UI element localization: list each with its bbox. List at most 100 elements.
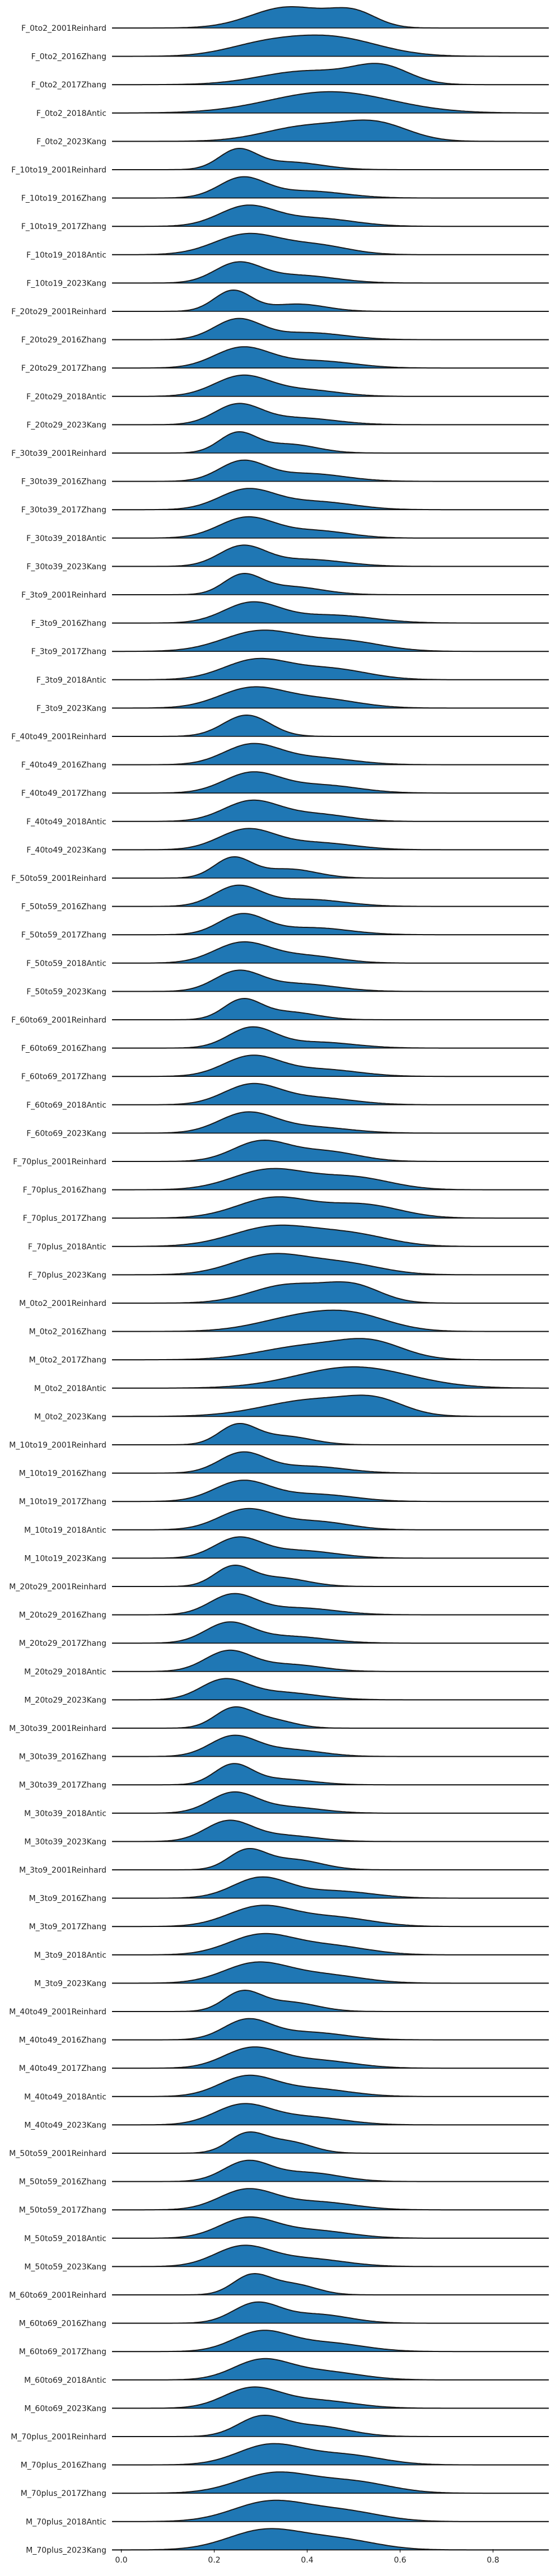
row-label: F_20to29_2016Zhang	[21, 336, 106, 345]
ridge-area	[112, 1338, 549, 1360]
ridge-row: M_20to29_2018Antic	[24, 1649, 549, 1677]
ridge-line	[112, 1649, 549, 1672]
row-label: F_10to19_2017Zhang	[21, 222, 106, 231]
ridge-row: M_20to29_2001Reinhard	[9, 1564, 549, 1592]
row-label: M_20to29_2023Kang	[24, 1696, 106, 1705]
ridge-row: M_70plus_2023Kang	[26, 2528, 549, 2555]
ridge-row: M_70plus_2016Zhang	[21, 2443, 549, 2470]
row-label: F_70plus_2017Zhang	[23, 1214, 106, 1223]
row-label: M_10to19_2018Antic	[24, 1526, 106, 1535]
row-label: M_70plus_2017Zhang	[21, 2489, 106, 2498]
row-label: F_3to9_2001Reinhard	[21, 591, 106, 600]
row-label: F_40to49_2018Antic	[26, 818, 106, 827]
ridge-area	[112, 1650, 549, 1672]
ridge-row: F_50to59_2001Reinhard	[11, 856, 549, 883]
ridge-area	[112, 545, 549, 567]
ridge-area	[112, 687, 549, 708]
ridge-row: M_3to9_2018Antic	[34, 1933, 549, 1960]
ridge-row: M_3to9_2017Zhang	[29, 1905, 549, 1931]
ridge-line	[112, 997, 549, 1020]
ridge-row: M_70plus_2017Zhang	[21, 2471, 549, 2498]
row-label: F_0to2_2016Zhang	[31, 53, 106, 62]
ridge-row: M_0to2_2016Zhang	[29, 1309, 549, 1337]
row-label: M_50to59_2001Reinhard	[9, 2149, 106, 2158]
row-label: F_3to9_2016Zhang	[31, 619, 106, 628]
ridge-row: M_10to19_2023Kang	[24, 1536, 549, 1563]
ridge-row: F_30to39_2016Zhang	[21, 459, 549, 487]
ridge-row: M_30to39_2001Reinhard	[9, 1706, 549, 1733]
ridge-row: M_60to69_2016Zhang	[19, 2301, 549, 2328]
ridge-area	[112, 1962, 549, 1984]
ridge-area	[112, 2188, 549, 2210]
ridge-area	[112, 63, 549, 85]
ridge-area	[112, 262, 549, 283]
ridge-row: M_3to9_2001Reinhard	[19, 1848, 549, 1875]
ridge-row: F_60to69_2018Antic	[26, 1082, 549, 1110]
ridge-area	[112, 970, 549, 992]
ridge-area	[112, 233, 549, 255]
ridge-line	[112, 1989, 549, 2012]
row-label: F_30to39_2018Antic	[26, 534, 106, 543]
row-label: M_40to49_2023Kang	[24, 2121, 106, 2130]
row-label: M_0to2_2017Zhang	[29, 1356, 106, 1365]
ridge-row: M_60to69_2023Kang	[24, 2386, 549, 2413]
ridge-area	[112, 1197, 549, 1219]
row-label: F_50to59_2018Antic	[26, 959, 106, 968]
ridge-area	[112, 2387, 549, 2409]
ridge-area	[112, 1055, 549, 1077]
ridge-area	[112, 1820, 549, 1842]
ridge-row: F_40to49_2016Zhang	[21, 743, 549, 770]
row-label: M_10to19_2016Zhang	[19, 1469, 106, 1478]
row-label: M_30to39_2001Reinhard	[9, 1724, 106, 1733]
row-label: F_50to59_2017Zhang	[21, 931, 106, 940]
row-label: M_30to39_2017Zhang	[19, 1781, 106, 1790]
ridge-line	[112, 147, 549, 170]
ridge-row: F_3to9_2001Reinhard	[21, 572, 549, 600]
ridge-line	[112, 289, 549, 312]
row-label: M_40to49_2017Zhang	[19, 2064, 106, 2073]
ridge-row: F_60to69_2001Reinhard	[11, 997, 549, 1025]
ridge-area	[112, 885, 549, 907]
row-label: M_20to29_2017Zhang	[19, 1639, 106, 1648]
ridge-area	[112, 1707, 549, 1728]
ridge-line	[112, 714, 549, 737]
ridge-area	[112, 1508, 549, 1530]
ridge-row: F_50to59_2023Kang	[26, 969, 549, 996]
ridge-row: M_40to49_2017Zhang	[19, 2046, 549, 2073]
ridge-row: M_50to59_2017Zhang	[19, 2188, 549, 2215]
ridge-area	[112, 772, 549, 794]
ridge-row: F_50to59_2018Antic	[26, 941, 549, 968]
ridge-row: M_20to29_2017Zhang	[19, 1621, 549, 1648]
ridge-row: M_30to39_2017Zhang	[19, 1763, 549, 1790]
ridge-line	[112, 1678, 549, 1701]
row-label: F_20to29_2023Kang	[26, 421, 106, 430]
x-tick-label: 0.2	[208, 2556, 220, 2565]
row-label: F_60to69_2016Zhang	[21, 1044, 106, 1053]
ridge-area	[112, 800, 549, 822]
ridge-area	[112, 743, 549, 765]
ridge-line	[112, 91, 549, 114]
ridge-area	[112, 35, 549, 57]
ridge-row: F_10to19_2016Zhang	[21, 176, 549, 203]
row-label: F_70plus_2001Reinhard	[13, 1158, 106, 1166]
ridge-area	[112, 715, 549, 736]
ridge-area	[112, 1849, 549, 1870]
row-label: F_3to9_2018Antic	[36, 676, 106, 685]
row-label: M_30to39_2016Zhang	[19, 1753, 106, 1762]
row-label: M_60to69_2001Reinhard	[9, 2291, 106, 2300]
ridge-row: F_70plus_2017Zhang	[23, 1196, 549, 1223]
row-label: F_30to39_2001Reinhard	[11, 449, 106, 458]
ridge-area	[112, 460, 549, 482]
ridge-area	[112, 941, 549, 963]
ridge-area	[112, 1282, 549, 1303]
ridge-row: F_0to2_2016Zhang	[31, 34, 549, 62]
ridge-row: M_50to59_2023Kang	[24, 2244, 549, 2271]
ridge-area	[112, 1678, 549, 1700]
row-label: F_40to49_2023Kang	[26, 846, 106, 855]
row-label: M_70plus_2001Reinhard	[11, 2433, 106, 2442]
ridge-row: F_50to59_2017Zhang	[21, 913, 549, 940]
ridge-line	[112, 1819, 549, 1842]
ridge-area	[112, 2216, 549, 2238]
row-label: M_3to9_2016Zhang	[29, 1894, 106, 1903]
ridge-row: F_0to2_2018Antic	[36, 91, 549, 118]
